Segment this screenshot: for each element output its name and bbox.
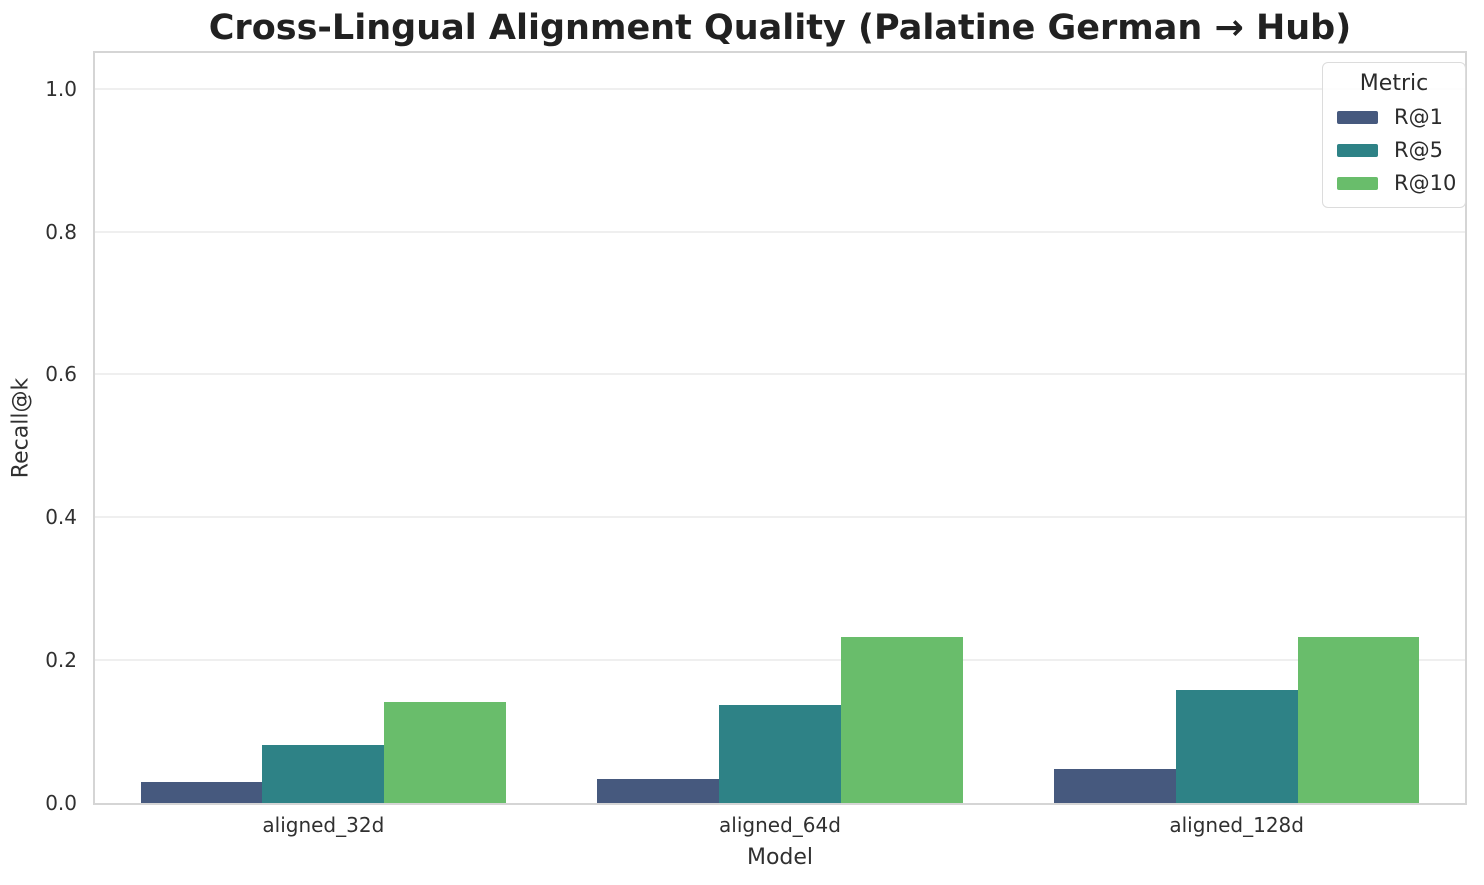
legend-row: R@10 xyxy=(1337,171,1456,195)
bar-aligned_32d-R@5 xyxy=(262,745,385,803)
x-tick-label: aligned_32d xyxy=(262,813,385,837)
legend-label: R@5 xyxy=(1394,138,1443,162)
legend-label: R@10 xyxy=(1394,171,1457,195)
gridline xyxy=(95,373,1465,376)
legend-entries: R@1 R@5 R@10 xyxy=(1337,105,1456,195)
y-tick-label: 0.2 xyxy=(45,648,77,673)
plot-area: 0.0 0.2 0.4 0.6 0.8 1.0 aligned_32d aligned_64d… xyxy=(45,51,1467,837)
x-axis-label: Model xyxy=(746,845,814,870)
y-tick-label: 0.6 xyxy=(45,362,77,387)
bar-aligned_64d-R@10 xyxy=(840,637,963,803)
bar-aligned_128d-R@10 xyxy=(1297,637,1420,803)
legend-swatch-R@10 xyxy=(1337,176,1378,190)
legend-label: R@1 xyxy=(1394,105,1443,129)
gridline xyxy=(95,659,1465,662)
gridline xyxy=(95,516,1465,519)
bar-aligned_64d-R@1 xyxy=(597,778,720,803)
x-tick-label: aligned_64d xyxy=(719,813,841,837)
bar-aligned_32d-R@1 xyxy=(140,782,263,803)
legend: Metric R@1 R@5 R@10 xyxy=(1322,62,1466,208)
x-tick-label: aligned_128d xyxy=(1169,813,1304,837)
legend-swatch-R@1 xyxy=(1337,110,1378,124)
bar-aligned_64d-R@5 xyxy=(719,705,841,803)
y-tick-label: 0.4 xyxy=(45,505,77,530)
legend-row: R@1 xyxy=(1337,105,1451,129)
y-tick-label: 1.0 xyxy=(45,76,77,101)
bar-aligned_128d-R@5 xyxy=(1175,690,1298,803)
legend-row: R@5 xyxy=(1337,138,1451,162)
y-axis-label: Recall@k xyxy=(8,377,34,479)
bar-aligned_128d-R@1 xyxy=(1054,769,1176,803)
gridline xyxy=(95,230,1465,233)
y-tick-label: 0.0 xyxy=(45,791,77,815)
plot-canvas: 0.0 0.2 0.4 0.6 0.8 1.0 aligned_32d aligned_64d… xyxy=(45,53,1465,837)
legend-title: Metric xyxy=(1359,71,1429,96)
gridline xyxy=(95,87,1465,90)
y-tick-label: 0.8 xyxy=(45,219,77,244)
legend-swatch-R@5 xyxy=(1337,143,1378,157)
bar-aligned_32d-R@10 xyxy=(384,702,506,803)
chart-title: Cross-Lingual Alignment Quality (Palatin… xyxy=(208,8,1352,48)
